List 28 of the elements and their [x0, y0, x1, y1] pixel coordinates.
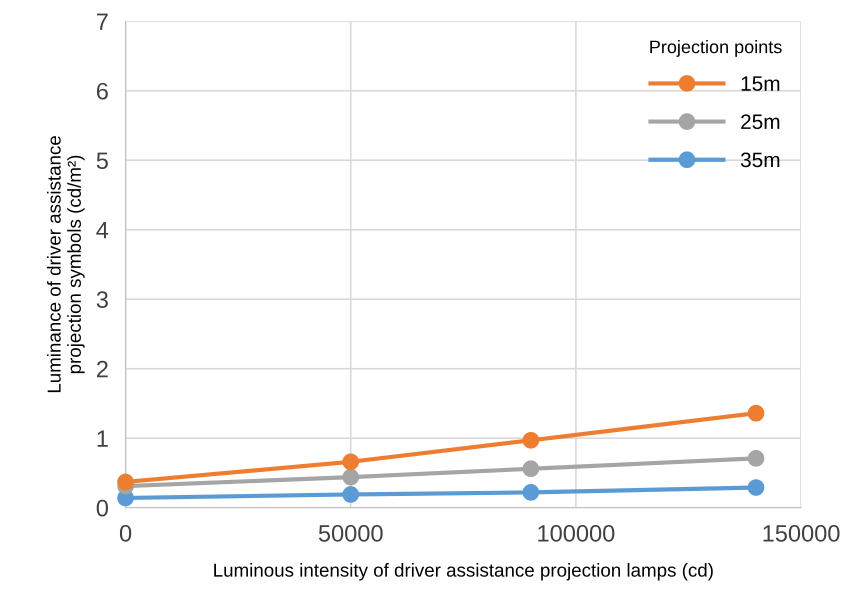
point — [117, 474, 134, 490]
x-tick-label: 0 — [120, 524, 132, 542]
y-tick-label: 4 — [96, 222, 108, 238]
point — [342, 468, 360, 486]
x-tick-label: 150000 — [763, 524, 840, 542]
y-tick-label: 0 — [96, 500, 108, 516]
legend-title: Projection points — [650, 40, 782, 57]
point — [748, 479, 764, 496]
point — [342, 453, 360, 470]
x-tick-label: 100000 — [538, 524, 614, 542]
y-tick-label: 5 — [96, 152, 108, 170]
point — [748, 450, 764, 467]
legend-label: 35m — [740, 152, 780, 168]
legend-label: 15m — [742, 76, 780, 91]
point — [522, 432, 540, 449]
y-tick-label: 3 — [96, 291, 108, 308]
legend-label: 25m — [741, 114, 780, 130]
point — [342, 486, 360, 503]
y-axis-title: Luminance of driver assistance projection symbols (cd/m²) — [46, 136, 85, 392]
point — [748, 404, 764, 422]
x-tick-label: 50000 — [318, 524, 383, 542]
y-tick-label: 7 — [96, 14, 108, 30]
point — [522, 484, 540, 501]
y-tick-label: 2 — [96, 360, 108, 378]
y-tick-label: 6 — [96, 82, 108, 100]
y-tick-label: 1 — [98, 430, 108, 447]
x-axis-title: Luminous intensity of driver assistance projection lamps (cd) — [214, 563, 713, 580]
point — [522, 460, 540, 478]
